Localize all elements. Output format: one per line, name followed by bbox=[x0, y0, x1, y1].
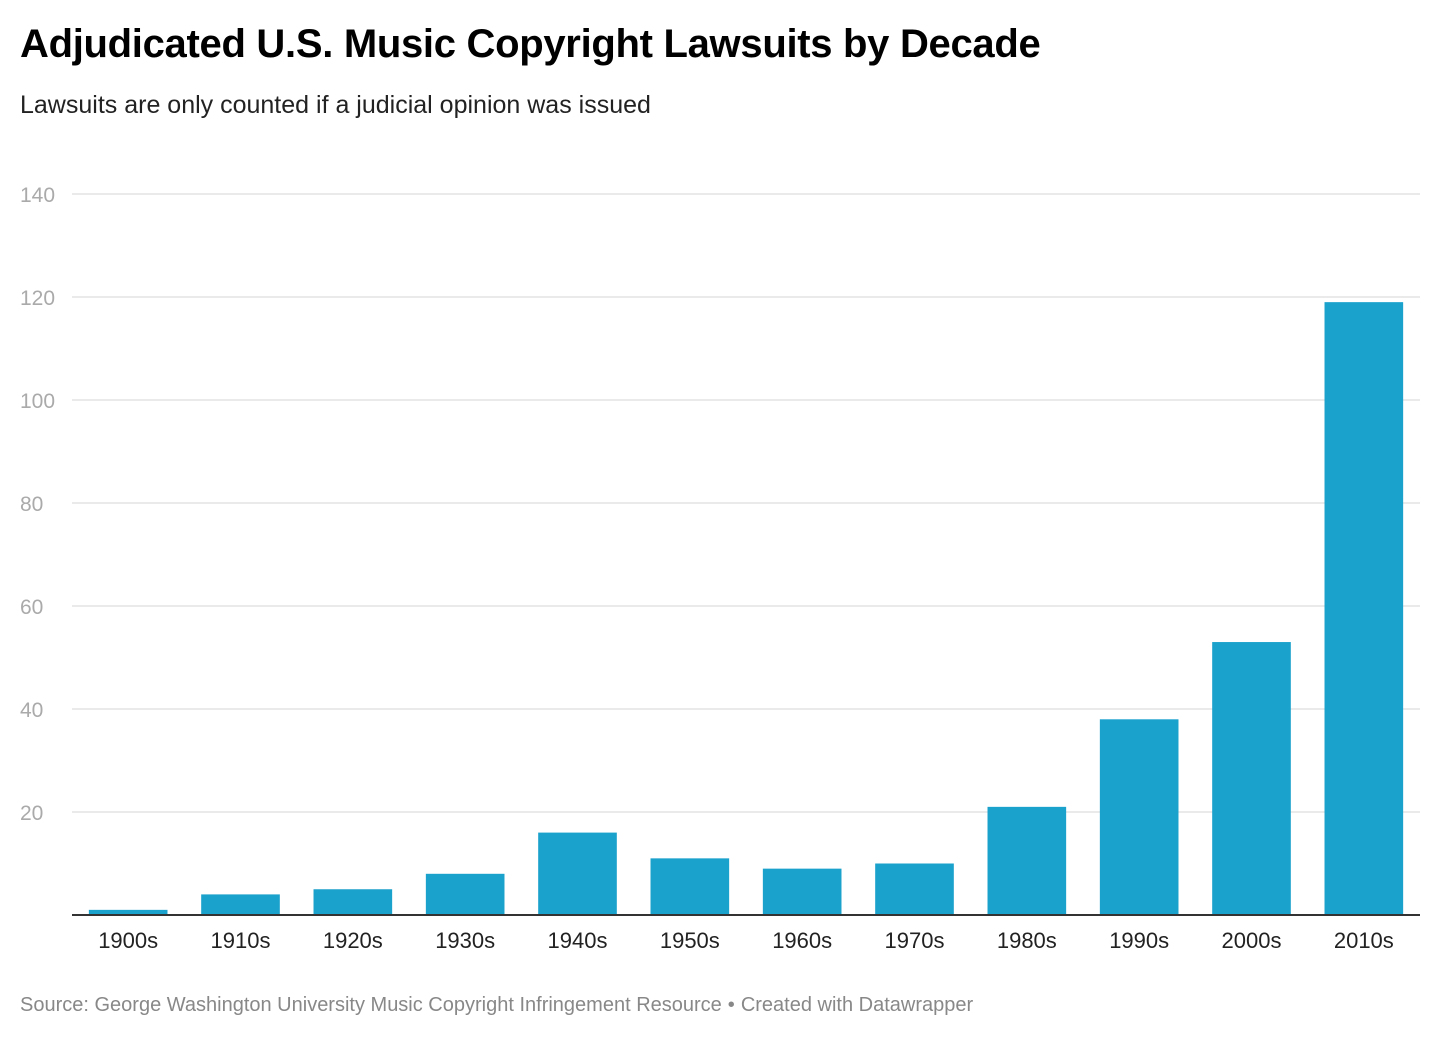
bar-1970s bbox=[875, 863, 954, 915]
bar-2010s bbox=[1324, 302, 1404, 915]
y-tick-label: 100 bbox=[20, 390, 55, 413]
y-tick-label: 120 bbox=[20, 287, 55, 310]
bar-1980s bbox=[987, 806, 1067, 915]
bar-1920s bbox=[313, 889, 393, 915]
y-tick-label: 20 bbox=[20, 802, 43, 825]
y-axis-tick-labels: 20 40 60 80 100 120 140 bbox=[20, 184, 55, 825]
x-tick-label: 1920s bbox=[323, 928, 383, 953]
source-text: Source: George Washington University Mus… bbox=[20, 994, 722, 1016]
y-tick-label: 80 bbox=[20, 493, 43, 516]
footer-separator: • bbox=[727, 994, 735, 1016]
bar-1910s bbox=[201, 894, 280, 915]
credit-link[interactable]: Created with Datawrapper bbox=[740, 994, 974, 1016]
gridlines bbox=[72, 193, 1420, 813]
chart-subtitle: Lawsuits are only counted if a judicial … bbox=[20, 91, 651, 119]
bar-1940s bbox=[538, 832, 617, 915]
y-tick-label: 60 bbox=[20, 596, 43, 619]
y-tick-label: 140 bbox=[20, 184, 55, 207]
bar-1950s bbox=[650, 858, 730, 915]
x-tick-label: 1960s bbox=[772, 928, 832, 953]
x-tick-label: 1940s bbox=[548, 928, 608, 953]
bars bbox=[88, 302, 1404, 915]
x-tick-label: 1950s bbox=[660, 928, 720, 953]
x-tick-label: 1980s bbox=[997, 928, 1057, 953]
x-tick-label: 2010s bbox=[1334, 928, 1394, 953]
x-tick-label: 1990s bbox=[1109, 928, 1169, 953]
bar-1930s bbox=[425, 873, 505, 915]
bar-1960s bbox=[762, 868, 842, 915]
bar-1900s bbox=[88, 909, 168, 915]
bar-2000s bbox=[1212, 642, 1291, 915]
x-tick-label: 2000s bbox=[1222, 928, 1282, 953]
x-tick-label: 1910s bbox=[211, 928, 271, 953]
chart-title: Adjudicated U.S. Music Copyright Lawsuit… bbox=[20, 22, 1041, 66]
x-axis-tick-labels: 1900s 1910s 1920s 1930s 1940s 1950s 1960s 1970s… bbox=[98, 928, 1394, 953]
y-tick-label: 40 bbox=[20, 699, 43, 722]
x-tick-label: 1900s bbox=[98, 928, 158, 953]
x-tick-label: 1970s bbox=[885, 928, 945, 953]
source-footer: Source: George Washington University Mus… bbox=[20, 994, 973, 1017]
bar-1990s bbox=[1099, 719, 1179, 915]
x-tick-label: 1930s bbox=[435, 928, 495, 953]
